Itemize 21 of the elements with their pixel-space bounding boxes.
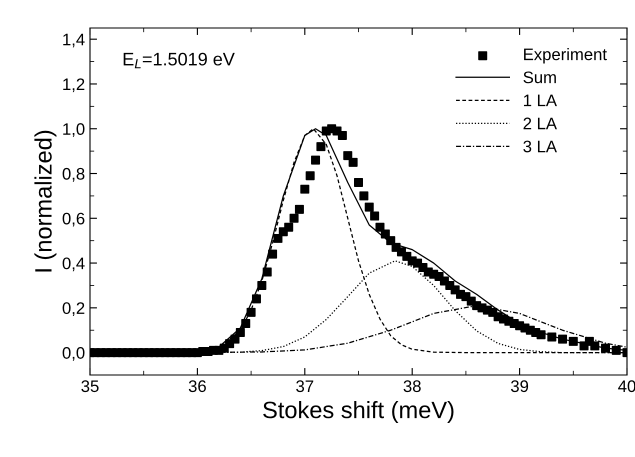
y-tick-label: 1,2: [63, 78, 84, 92]
x-tick-label: 39: [510, 380, 528, 392]
y-tick-label: 0,4: [62, 257, 85, 272]
legend-label: 1 LA: [524, 94, 557, 106]
x-tick-label: 36: [188, 380, 206, 392]
y-tick-label: 1,0: [63, 123, 84, 137]
x-tick-label: 38: [404, 380, 421, 392]
y-tick-label: 0,2: [62, 302, 84, 316]
y-tick-label: 0,0: [62, 347, 84, 361]
y-tick-label: 0,6: [62, 212, 84, 226]
y-tick-label: 0,8: [62, 168, 84, 182]
legend-label: 2 LA: [524, 118, 557, 130]
x-tick-label: 35: [81, 380, 99, 392]
x-axis-title: Stokes shift (meV): [263, 400, 454, 423]
annotation: E$_{L}$=1.5019 eV: [124, 52, 235, 68]
y-axis-title: I (normalized): [34, 130, 56, 272]
y-tick-label: 1,4: [63, 34, 85, 48]
legend-label: 3 LA: [523, 140, 557, 152]
legend-label: Sum: [523, 71, 556, 84]
x-tick-label: 37: [296, 380, 314, 392]
legend-label: Experiment: [524, 48, 607, 64]
